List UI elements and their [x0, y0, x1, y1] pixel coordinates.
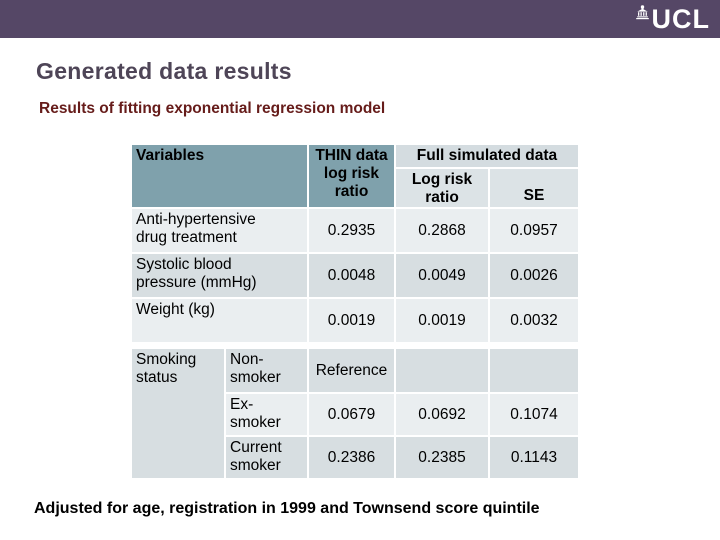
header-log-risk-ratio: Log risk ratio: [396, 169, 488, 207]
cell-thin: 0.0679: [309, 394, 394, 435]
ucl-logo-text: UCL: [651, 4, 710, 34]
smoking-category: Current smoker: [226, 437, 307, 478]
cell-se: 0.0957: [490, 209, 578, 252]
header-full-simulated: Full simulated data: [396, 145, 578, 167]
results-table: Variables THIN data log risk ratio Full …: [132, 145, 578, 478]
ucl-portico-icon: [635, 5, 649, 20]
cell-log-risk: [396, 349, 488, 392]
cell-log-risk: 0.0049: [396, 254, 488, 297]
header-se: SE: [490, 169, 578, 207]
cell-log-risk: 0.0019: [396, 299, 488, 342]
cell-thin: 0.2386: [309, 437, 394, 478]
header-variables: Variables: [132, 145, 307, 207]
cell-se: 0.1074: [490, 394, 578, 435]
cell-se: 0.1143: [490, 437, 578, 478]
cell-thin: 0.0048: [309, 254, 394, 297]
header-thin-data: THIN data log risk ratio: [309, 145, 394, 207]
cell-se: [490, 349, 578, 392]
topbar: UCL: [0, 0, 720, 38]
cell-thin: Reference: [309, 349, 394, 392]
smoking-status-label: Smoking status: [132, 349, 224, 478]
cell-thin: 0.0019: [309, 299, 394, 342]
smoking-category: Non- smoker: [226, 349, 307, 392]
row-label: Weight (kg): [132, 299, 307, 342]
cell-se: 0.0032: [490, 299, 578, 342]
page-title: Generated data results: [36, 58, 292, 84]
cell-log-risk: 0.2385: [396, 437, 488, 478]
row-label: Systolic blood pressure (mmHg): [132, 254, 307, 297]
cell-thin: 0.2935: [309, 209, 394, 252]
cell-se: 0.0026: [490, 254, 578, 297]
subtitle: Results of fitting exponential regressio…: [39, 100, 386, 117]
cell-log-risk: 0.0692: [396, 394, 488, 435]
smoking-category: Ex- smoker: [226, 394, 307, 435]
adjustment-footnote: Adjusted for age, registration in 1999 a…: [34, 500, 540, 517]
cell-log-risk: 0.2868: [396, 209, 488, 252]
row-label: Anti-hypertensive drug treatment: [132, 209, 307, 252]
ucl-logo: UCL: [635, 4, 711, 34]
